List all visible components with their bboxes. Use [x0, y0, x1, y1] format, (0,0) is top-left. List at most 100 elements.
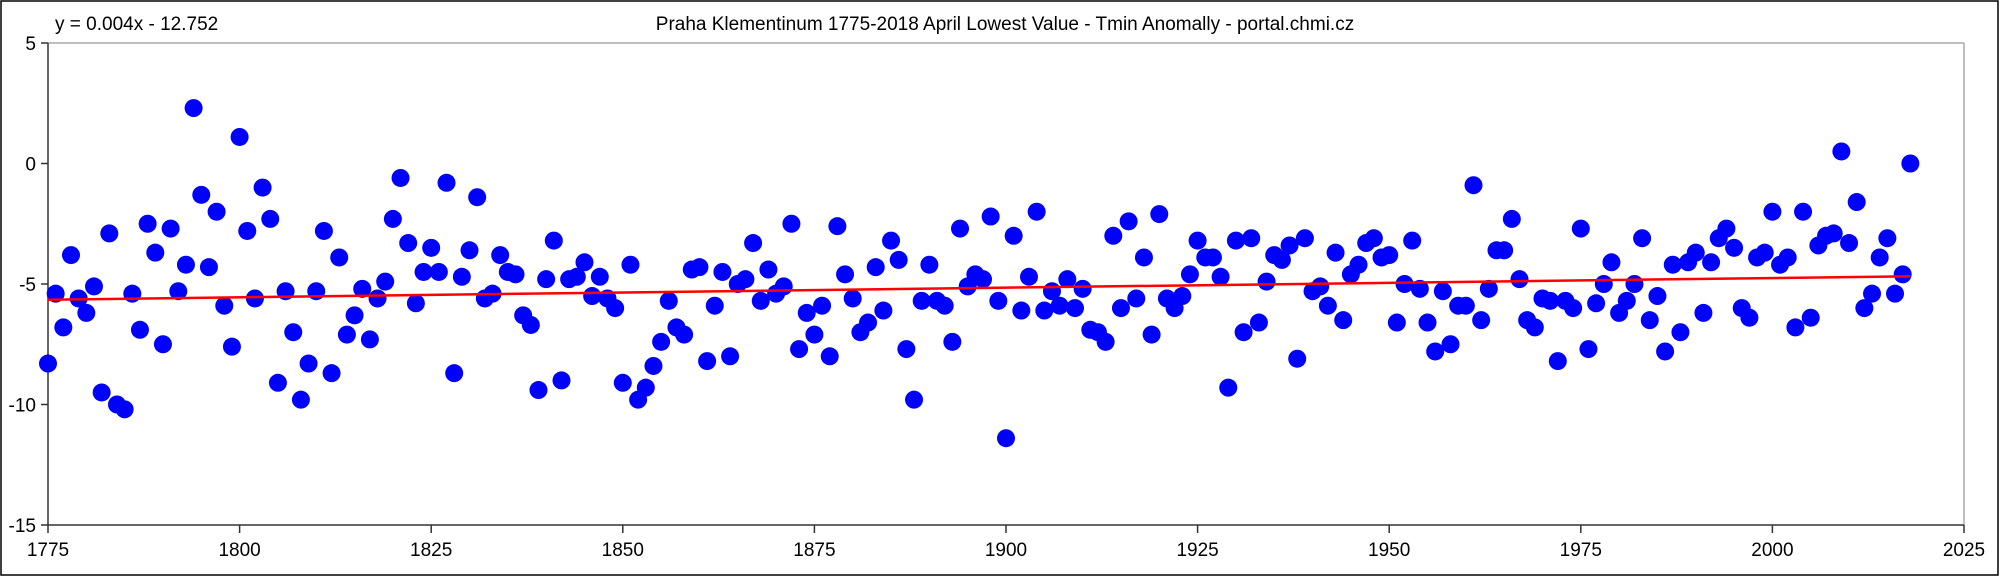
data-point — [529, 381, 548, 400]
x-tick-label: 1825 — [410, 540, 452, 561]
data-point — [1065, 299, 1084, 318]
data-point — [736, 270, 755, 289]
y-tick-label: 0 — [25, 155, 36, 176]
data-point — [782, 214, 801, 233]
data-point — [1127, 289, 1146, 308]
data-point — [399, 234, 418, 253]
data-point — [989, 291, 1008, 310]
data-point — [790, 340, 809, 359]
data-point — [774, 277, 793, 296]
data-point — [1878, 229, 1897, 248]
data-point — [705, 296, 724, 315]
data-point — [828, 217, 847, 236]
data-point — [659, 291, 678, 310]
data-point — [859, 313, 878, 332]
data-point — [1441, 335, 1460, 354]
data-point — [1571, 219, 1590, 238]
data-point — [1671, 323, 1690, 342]
data-point — [1058, 270, 1077, 289]
data-point — [130, 320, 149, 339]
data-point — [567, 267, 586, 286]
data-point — [39, 354, 57, 373]
data-point — [889, 250, 908, 269]
y-ticks: 5 0 -5 -10 -15 — [9, 34, 48, 537]
data-point — [146, 243, 165, 262]
data-point — [1219, 378, 1238, 397]
data-point — [460, 241, 479, 260]
data-point — [1073, 279, 1092, 298]
data-point — [1464, 176, 1483, 195]
data-point — [215, 296, 234, 315]
data-point — [981, 207, 1000, 226]
data-point — [1349, 255, 1368, 274]
data-point — [1096, 332, 1115, 351]
data-point — [744, 234, 763, 253]
data-point — [1863, 284, 1882, 303]
data-point — [192, 185, 211, 204]
data-point — [115, 400, 134, 419]
data-point — [291, 390, 310, 409]
data-point — [422, 238, 441, 257]
data-point — [1617, 291, 1636, 310]
data-point — [583, 287, 602, 306]
data-point — [46, 284, 65, 303]
data-point — [874, 301, 893, 320]
data-point — [491, 246, 510, 265]
data-point — [153, 335, 172, 354]
data-point — [261, 209, 280, 228]
data-point — [1633, 229, 1652, 248]
data-point — [537, 270, 556, 289]
data-point — [866, 258, 885, 277]
x-tick-label: 1775 — [27, 540, 69, 561]
data-point — [544, 231, 563, 250]
data-point — [506, 265, 525, 284]
data-point — [207, 202, 226, 221]
x-tick-label: 2025 — [1943, 540, 1985, 561]
x-tick-label: 1900 — [985, 540, 1027, 561]
data-point — [1027, 202, 1046, 221]
data-point — [1272, 250, 1291, 269]
data-point — [1763, 202, 1782, 221]
data-point — [245, 289, 264, 308]
data-point — [1801, 308, 1820, 327]
data-point — [759, 260, 778, 279]
data-point — [1725, 238, 1744, 257]
data-point — [445, 364, 464, 383]
data-point — [1824, 224, 1843, 243]
x-tick-label: 2000 — [1751, 540, 1793, 561]
data-point — [805, 325, 824, 344]
data-point — [912, 291, 931, 310]
data-point — [1035, 301, 1054, 320]
x-tick-label: 1925 — [1176, 540, 1218, 561]
data-point — [1525, 318, 1544, 337]
data-point — [935, 296, 954, 315]
data-point — [1755, 243, 1774, 262]
data-point — [652, 332, 671, 351]
data-point — [360, 330, 379, 349]
y-tick-label: -5 — [19, 275, 36, 296]
x-ticks: 1775 1800 1825 1850 1875 1900 1925 1950 1975 2000… — [27, 525, 1985, 561]
data-point — [337, 325, 356, 344]
data-point — [1740, 308, 1759, 327]
data-point — [1579, 340, 1598, 359]
data-point — [1104, 226, 1123, 245]
data-point — [429, 262, 448, 281]
data-point — [1188, 231, 1207, 250]
data-point — [797, 303, 816, 322]
trendline-equation: y = 0.004x - 12.752 — [55, 14, 218, 35]
data-point — [1380, 246, 1399, 265]
data-point — [368, 289, 387, 308]
data-point — [1502, 209, 1521, 228]
data-point — [974, 270, 993, 289]
data-point — [1564, 299, 1583, 318]
data-point — [1663, 255, 1682, 274]
data-point — [238, 221, 257, 240]
data-point — [613, 373, 632, 392]
data-point — [1548, 352, 1567, 371]
data-point — [698, 352, 717, 371]
data-point — [1288, 349, 1307, 368]
data-point — [897, 340, 916, 359]
data-point — [1134, 248, 1153, 267]
data-point — [1640, 311, 1659, 330]
x-tick-label: 1875 — [793, 540, 835, 561]
